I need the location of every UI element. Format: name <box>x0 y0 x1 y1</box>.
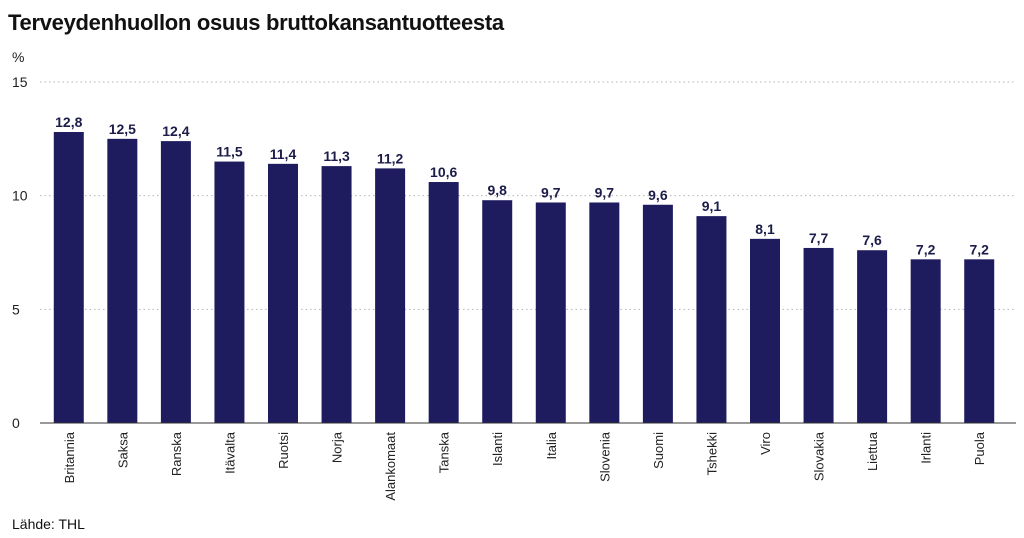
category-label: Alankomaat <box>383 432 398 501</box>
bar-value-labels: 12,8 12,5 12,4 11,5 11,4 11,3 11,2 10,6 9,8 9,7 9,… <box>55 114 989 257</box>
bar-value-label: 9,6 <box>648 187 668 203</box>
category-labels: Britannia Saksa Ranska Itävalta Ruotsi Norja A… <box>62 431 987 500</box>
category-label: Tanska <box>437 431 452 473</box>
bar-value-label: 8,1 <box>755 221 775 237</box>
bar <box>964 259 995 423</box>
category-label: Norja <box>330 431 345 463</box>
bar <box>910 259 941 423</box>
bar-value-label: 12,8 <box>55 114 82 130</box>
bar-value-label: 7,2 <box>916 241 936 257</box>
bar-value-label: 7,6 <box>862 232 882 248</box>
bar <box>321 166 352 423</box>
category-label: Islanti <box>490 432 505 466</box>
bar <box>589 202 620 423</box>
bar-value-label: 11,4 <box>270 146 297 162</box>
category-label: Slovenia <box>597 431 612 482</box>
bar-value-label: 7,7 <box>809 230 829 246</box>
bar-value-label: 12,4 <box>162 123 189 139</box>
bar <box>803 247 834 423</box>
category-label: Liettua <box>865 431 880 471</box>
bar <box>268 163 298 423</box>
bar-value-label: 11,2 <box>377 150 404 166</box>
category-label: Itävalta <box>222 431 237 474</box>
bar-value-label: 9,8 <box>487 182 507 198</box>
bar <box>750 238 780 423</box>
bar <box>857 250 888 423</box>
y-axis-unit-label: % <box>12 49 24 65</box>
category-label: Britannia <box>62 431 77 483</box>
bar-value-label: 11,5 <box>216 144 243 160</box>
bar <box>428 182 459 423</box>
bar <box>696 216 727 423</box>
chart-title: Terveydenhuollon osuus bruttokansantuott… <box>8 10 504 35</box>
category-label: Italia <box>544 431 559 459</box>
bar-value-label: 12,5 <box>109 121 136 137</box>
bar-value-label: 9,7 <box>541 184 561 200</box>
category-label: Ranska <box>169 431 184 476</box>
bar <box>375 168 406 423</box>
category-label: Viro <box>758 432 773 455</box>
y-tick-label: 15 <box>12 74 28 90</box>
bar <box>107 138 138 424</box>
bar-value-label: 9,7 <box>595 184 615 200</box>
category-label: Ruotsi <box>276 432 291 469</box>
category-label: Tshekki <box>704 432 719 475</box>
category-label: Saksa <box>115 431 130 468</box>
bar <box>160 141 191 423</box>
category-label: Irlanti <box>919 432 934 464</box>
bar <box>53 132 84 423</box>
category-label: Slovakia <box>812 431 827 481</box>
bar <box>482 200 513 423</box>
gridlines <box>40 81 1016 310</box>
y-tick-label: 10 <box>12 188 28 204</box>
source-note: Lähde: THL <box>12 516 85 532</box>
category-label: Suomi <box>651 432 666 469</box>
bar-value-label: 9,1 <box>702 198 722 214</box>
bar-value-label: 7,2 <box>969 241 989 257</box>
bar-value-label: 11,3 <box>323 148 350 164</box>
bar <box>535 202 566 423</box>
bars <box>53 132 995 424</box>
category-label: Puola <box>972 431 987 465</box>
y-tick-labels: 0 5 10 15 <box>12 74 28 431</box>
y-tick-label: 0 <box>12 415 20 431</box>
bar-value-label: 10,6 <box>430 164 457 180</box>
y-tick-label: 5 <box>12 301 20 317</box>
bar <box>642 204 673 423</box>
bar <box>214 161 245 424</box>
